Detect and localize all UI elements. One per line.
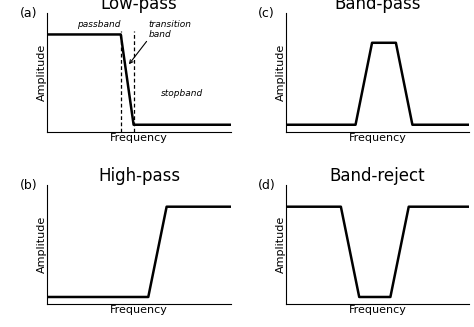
Y-axis label: Amplitude: Amplitude [37, 216, 47, 273]
Text: stopband: stopband [161, 89, 203, 98]
X-axis label: Frequency: Frequency [110, 305, 168, 316]
Text: (b): (b) [20, 180, 37, 192]
Text: passband: passband [77, 20, 120, 29]
Y-axis label: Amplitude: Amplitude [276, 216, 286, 273]
Title: Band-pass: Band-pass [334, 0, 421, 13]
Title: Low-pass: Low-pass [101, 0, 177, 13]
Y-axis label: Amplitude: Amplitude [276, 44, 286, 101]
Text: (a): (a) [20, 7, 37, 20]
Title: High-pass: High-pass [98, 167, 180, 185]
Text: (d): (d) [258, 180, 276, 192]
Text: transition
band: transition band [148, 20, 191, 39]
X-axis label: Frequency: Frequency [110, 133, 168, 143]
Text: (c): (c) [258, 7, 275, 20]
Y-axis label: Amplitude: Amplitude [37, 44, 47, 101]
X-axis label: Frequency: Frequency [348, 133, 407, 143]
X-axis label: Frequency: Frequency [348, 305, 407, 316]
Title: Band-reject: Band-reject [330, 167, 425, 185]
